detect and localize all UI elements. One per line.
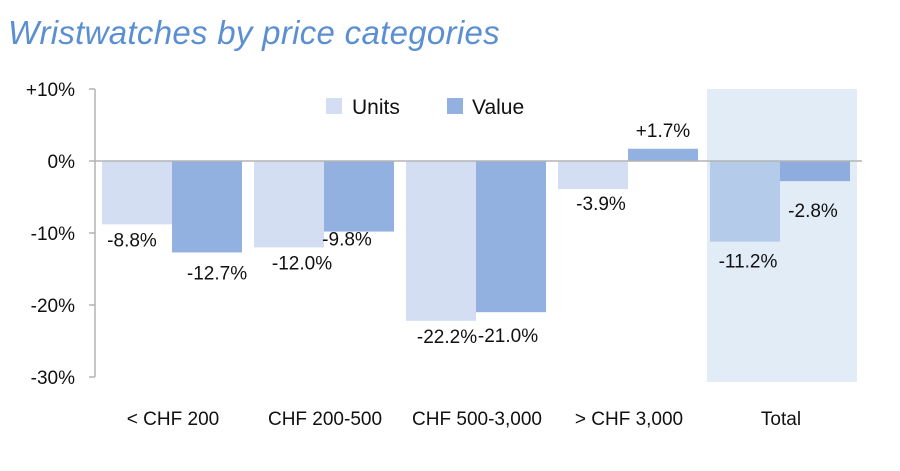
y-tick-label-0: +10% <box>26 80 75 101</box>
bar-units-0 <box>102 161 172 225</box>
y-tick-label-2: -10% <box>31 224 75 245</box>
y-tick-label-4: -30% <box>31 368 75 389</box>
category-label-3: > CHF 3,000 <box>575 409 683 430</box>
bar-units-1 <box>254 161 324 248</box>
y-tick-label-1: 0% <box>48 152 76 173</box>
chart-title: Wristwatches by price categories <box>8 14 500 51</box>
category-label-0: < CHF 200 <box>127 409 219 430</box>
data-label-units-2: -22.2% <box>417 327 477 348</box>
category-label-4: Total <box>761 409 801 430</box>
legend-swatch-value <box>447 98 463 114</box>
data-label-units-4: -11.2% <box>719 252 778 273</box>
bar-units-4 <box>710 161 780 242</box>
bar-value-1 <box>324 161 394 232</box>
data-label-value-0: -12.7% <box>187 263 247 284</box>
data-label-value-4: -2.8% <box>788 201 838 222</box>
bar-value-2 <box>476 161 546 313</box>
data-label-units-3: -3.9% <box>576 194 626 215</box>
category-label-2: CHF 500-3,000 <box>412 409 542 430</box>
data-label-value-1: -9.8% <box>322 230 372 251</box>
bar-value-4 <box>780 161 850 182</box>
bar-value-0 <box>172 161 242 253</box>
category-label-1: CHF 200-500 <box>268 409 382 430</box>
data-label-units-1: -12.0% <box>272 253 332 274</box>
data-label-value-3: +1.7% <box>636 121 691 142</box>
y-tick-label-3: -20% <box>31 296 75 317</box>
legend-label-value: Value <box>472 96 524 119</box>
legend-label-units: Units <box>352 96 400 119</box>
bar-units-3 <box>558 161 628 190</box>
data-label-units-0: -8.8% <box>107 230 157 251</box>
bar-units-2 <box>406 161 476 321</box>
legend-swatch-units <box>326 98 342 114</box>
data-label-value-2: -21.0% <box>478 326 538 347</box>
bar-value-3 <box>628 148 698 161</box>
